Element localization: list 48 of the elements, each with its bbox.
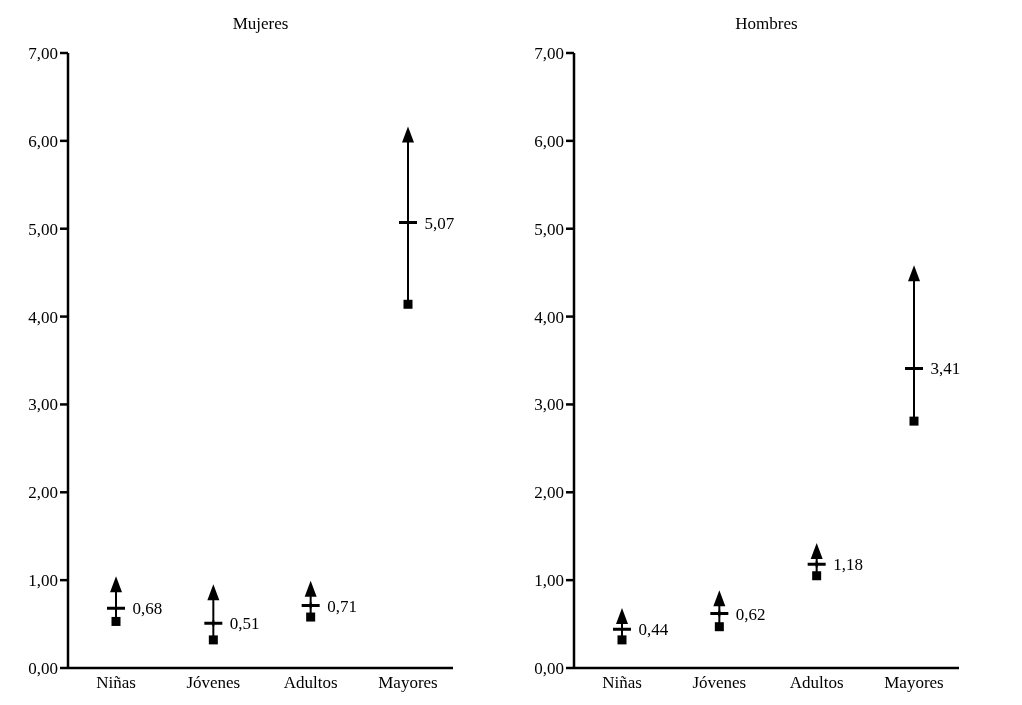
point — [403, 299, 413, 309]
x-tick-label: Mayores — [884, 673, 944, 693]
point — [713, 590, 726, 607]
data-label: 0,51 — [229, 614, 260, 634]
point — [402, 126, 414, 143]
y-tick-label: 7,00 — [534, 44, 564, 64]
point — [812, 571, 822, 581]
chart-title: Mujeres — [231, 14, 290, 34]
point — [306, 612, 316, 622]
x-tick-label: Adultos — [283, 673, 338, 693]
y-tick-label: 0,00 — [28, 659, 58, 679]
x-tick-label: Adultos — [789, 673, 844, 693]
point — [110, 576, 122, 593]
y-tick-label: 1,00 — [534, 571, 564, 591]
point — [714, 622, 724, 632]
point — [909, 416, 919, 426]
point — [617, 635, 627, 645]
x-tick-label: Niñas — [96, 673, 136, 693]
chart-title: Hombres — [734, 14, 799, 34]
y-tick-label: 6,00 — [534, 131, 564, 151]
data-label: 0,68 — [132, 599, 163, 619]
y-tick-label: 3,00 — [28, 395, 58, 415]
y-tick-label: 7,00 — [28, 44, 58, 64]
point — [304, 580, 317, 597]
y-tick-label: 5,00 — [534, 219, 564, 239]
y-tick-label: 2,00 — [534, 483, 564, 503]
y-tick-label: 5,00 — [28, 219, 58, 239]
y-tick-label: 4,00 — [534, 307, 564, 327]
point — [908, 265, 920, 282]
point — [207, 584, 220, 601]
point — [208, 635, 218, 645]
y-tick-label: 3,00 — [534, 395, 564, 415]
x-tick-label: Mayores — [378, 673, 438, 693]
data-label: 0,44 — [638, 620, 669, 640]
data-label: 0,62 — [735, 604, 766, 624]
x-tick-label: Jóvenes — [186, 673, 241, 693]
y-tick-label: 0,00 — [534, 659, 564, 679]
x-tick-label: Niñas — [602, 673, 642, 693]
y-tick-label: 2,00 — [28, 483, 58, 503]
data-label: 0,71 — [327, 596, 357, 616]
data-label: 1,18 — [833, 555, 863, 575]
data-label: 5,07 — [424, 213, 455, 233]
y-tick-label: 4,00 — [28, 307, 58, 327]
x-tick-label: Jóvenes — [692, 673, 747, 693]
y-tick-label: 6,00 — [28, 131, 58, 151]
point — [111, 616, 121, 626]
data-label: 3,41 — [930, 359, 961, 379]
y-tick-label: 1,00 — [28, 571, 58, 591]
